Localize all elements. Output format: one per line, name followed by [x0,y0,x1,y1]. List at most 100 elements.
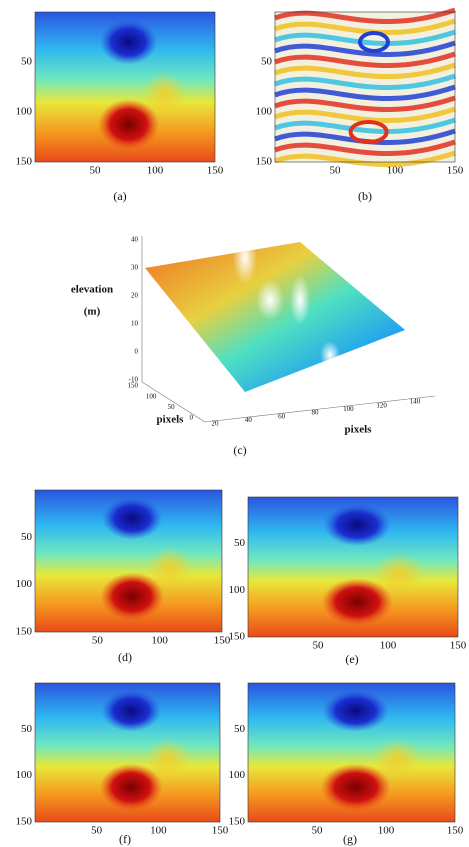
z-tick-label: 40 [131,236,139,244]
low-blob [102,497,163,540]
fringe [274,95,456,112]
high-blob [98,99,160,150]
y-tick-label: 50 [168,403,176,411]
fringe-ring [348,120,389,144]
yellow-region [146,738,191,781]
yellow-region [372,738,422,781]
y-axis-label: pixels [157,414,185,426]
low-blob [99,19,158,65]
z-tick-label: -10 [129,376,139,384]
high-blob [320,763,391,811]
x-tick-label: 100 [343,405,354,413]
x-tick-label: 80 [312,409,320,417]
x-tick-label: 50 [91,825,103,837]
x-tick-label: 20 [212,420,220,428]
y-tick-label: 50 [261,56,273,68]
y-tick-label: 150 [128,382,139,390]
y-tick-label: 150 [256,156,273,168]
x-axis [204,395,436,423]
low-blob [101,689,161,732]
high-blob [99,763,163,811]
x-tick-label: 150 [214,635,231,647]
high-blob [321,578,393,626]
panel-label: (g) [343,832,357,846]
fringe [274,62,456,79]
x-tick-label: 100 [150,825,167,837]
low-blob [322,689,389,732]
panel-label: (f) [119,832,131,846]
y-tick-label: 100 [16,106,33,118]
fringe [274,51,456,68]
surface-peak [233,232,257,284]
panel-label: (b) [358,189,372,203]
yellow-region [374,553,425,595]
y-tick-label: 50 [21,723,33,735]
surface-peak [290,275,310,325]
y-tick-label: 150 [16,156,33,168]
panel-label: (d) [118,650,132,664]
fringe [274,73,456,90]
x-tick-label: 50 [92,635,104,647]
frame [247,496,459,638]
y-tick-label: 100 [16,769,33,781]
surface-peak [320,341,340,369]
z-tick-label: 0 [135,348,139,356]
x-tick-label: 50 [312,825,324,837]
frame [274,11,456,163]
yellow-region [143,72,187,117]
z-tick-label: 10 [131,320,139,328]
y-tick-label: 100 [229,769,246,781]
x-tick-label: 50 [90,165,102,177]
z-tick-label: 30 [131,264,139,272]
x-tick-label: 100 [378,825,395,837]
y-tick-label: 50 [21,531,33,543]
high-blob [100,572,165,621]
x-tick-label: 100 [380,640,397,652]
panel-label: (e) [345,652,358,666]
y-tick-label: 100 [146,392,157,400]
fringe [274,150,456,167]
x-axis-label: pixels [345,424,373,436]
fringe [274,29,456,46]
fringe [274,40,456,57]
y-tick-label: 150 [16,626,33,638]
z-axis-label: elevation [71,284,113,296]
low-blob [323,504,391,546]
y-tick-label: 50 [234,723,246,735]
y-tick-label: 50 [234,537,246,549]
y-tick-label: 100 [229,584,246,596]
fringe [274,128,456,145]
y-tick-label: 0 [190,414,194,422]
fringe [274,84,456,101]
x-tick-label: 100 [151,635,168,647]
x-tick-label: 150 [212,825,229,837]
x-tick-label: 100 [387,165,404,177]
z-axis-label: (m) [84,306,101,318]
surface-peak [256,280,284,320]
x-tick-label: 40 [245,416,253,424]
yellow-region [147,546,193,590]
y-tick-label: 100 [256,106,273,118]
x-tick-label: 150 [207,165,224,177]
x-tick-label: 150 [447,165,464,177]
frame [34,682,221,823]
x-tick-label: 60 [278,412,286,420]
x-tick-label: 120 [376,401,387,409]
x-tick-label: 50 [313,640,325,652]
frame [34,489,223,633]
x-tick-label: 150 [447,825,464,837]
z-tick-label: 20 [131,292,139,300]
y-tick-label: 150 [229,816,246,828]
x-tick-label: 150 [450,640,467,652]
x-tick-label: 140 [410,398,421,406]
y-tick-label: 50 [21,56,33,68]
y-tick-label: 100 [16,578,33,590]
fringe [274,139,456,156]
panel-label: (a) [113,189,126,203]
fringe [274,18,456,35]
x-tick-label: 100 [147,165,164,177]
y-axis [141,381,206,423]
fringe [274,7,456,24]
y-tick-label: 150 [229,631,246,643]
